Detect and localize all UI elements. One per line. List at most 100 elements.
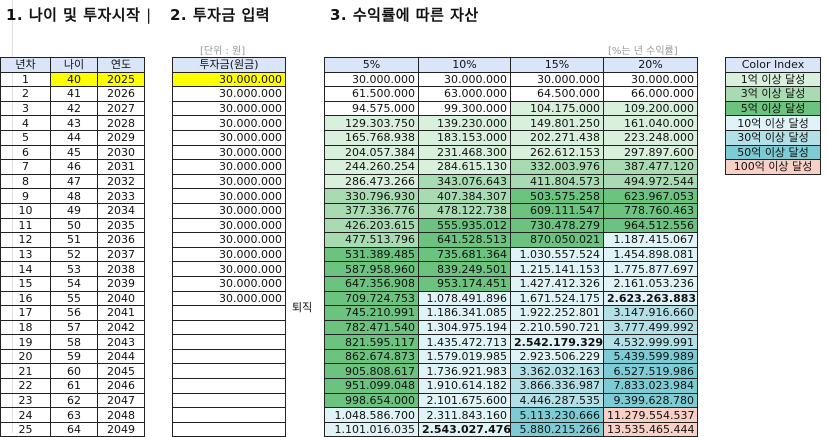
investment-cell[interactable]: 30.000.000 bbox=[172, 188, 286, 204]
asset-cell[interactable]: 202.271.438 bbox=[510, 129, 604, 146]
investment-cell[interactable] bbox=[172, 334, 286, 350]
year-index-cell[interactable]: 1 bbox=[0, 71, 51, 88]
asset-cell[interactable]: 129.303.750 bbox=[324, 115, 419, 131]
asset-cell[interactable]: 951.099.048 bbox=[324, 378, 419, 394]
asset-cell[interactable]: 5.439.599.989 bbox=[603, 348, 698, 365]
asset-cell[interactable]: 735.681.364 bbox=[418, 246, 511, 263]
header-year[interactable]: 연도 bbox=[97, 57, 145, 73]
asset-cell[interactable]: 104.175.000 bbox=[510, 100, 604, 117]
age-cell[interactable]: 62 bbox=[50, 392, 98, 409]
asset-cell[interactable]: 66.000.000 bbox=[603, 86, 698, 102]
asset-cell[interactable]: 5.880.215.266 bbox=[510, 421, 604, 437]
year-index-cell[interactable]: 10 bbox=[0, 202, 51, 219]
asset-cell[interactable]: 4.532.999.991 bbox=[603, 334, 698, 350]
year-index-cell[interactable]: 5 bbox=[0, 129, 51, 146]
asset-cell[interactable]: 11.279.554.537 bbox=[603, 407, 698, 423]
asset-cell[interactable]: 30.000.000 bbox=[510, 71, 604, 88]
asset-cell[interactable]: 709.724.753 bbox=[324, 290, 419, 307]
year-cell[interactable]: 2046 bbox=[97, 378, 145, 394]
investment-cell[interactable]: 30.000.000 bbox=[172, 232, 286, 248]
asset-cell[interactable]: 149.801.250 bbox=[510, 115, 604, 131]
asset-cell[interactable]: 204.057.384 bbox=[324, 144, 419, 161]
investment-cell[interactable]: 30.000.000 bbox=[172, 202, 286, 219]
color-index-item[interactable]: 100억 이상 달성 bbox=[725, 159, 821, 175]
year-cell[interactable]: 2049 bbox=[97, 421, 145, 437]
asset-cell[interactable]: 61.500.000 bbox=[324, 86, 419, 102]
age-cell[interactable]: 60 bbox=[50, 363, 98, 380]
asset-cell[interactable]: 3.866.336.987 bbox=[510, 378, 604, 394]
asset-cell[interactable]: 9.399.628.780 bbox=[603, 392, 698, 409]
header-rate-5[interactable]: 5% bbox=[324, 57, 419, 73]
year-index-cell[interactable]: 15 bbox=[0, 275, 51, 292]
year-cell[interactable]: 2040 bbox=[97, 290, 145, 307]
asset-cell[interactable]: 1.186.341.085 bbox=[418, 305, 511, 321]
header-rate-15[interactable]: 15% bbox=[510, 57, 604, 73]
year-cell[interactable]: 2043 bbox=[97, 334, 145, 350]
asset-cell[interactable]: 5.113.230.666 bbox=[510, 407, 604, 423]
asset-cell[interactable]: 555.935.012 bbox=[418, 217, 511, 234]
year-index-cell[interactable]: 23 bbox=[0, 392, 51, 409]
asset-cell[interactable]: 1.048.586.700 bbox=[324, 407, 419, 423]
asset-cell[interactable]: 1.215.141.153 bbox=[510, 261, 604, 277]
age-cell[interactable]: 44 bbox=[50, 129, 98, 146]
asset-cell[interactable]: 99.300.000 bbox=[418, 100, 511, 117]
age-cell[interactable]: 54 bbox=[50, 275, 98, 292]
asset-cell[interactable]: 223.248.000 bbox=[603, 129, 698, 146]
asset-cell[interactable]: 2.161.053.236 bbox=[603, 275, 698, 292]
asset-cell[interactable]: 2.623.263.883 bbox=[603, 290, 698, 307]
header-investment[interactable]: 투자금(원금) bbox=[172, 57, 286, 73]
investment-cell[interactable] bbox=[172, 305, 286, 321]
header-rate-10[interactable]: 10% bbox=[418, 57, 511, 73]
asset-cell[interactable]: 870.050.021 bbox=[510, 232, 604, 248]
year-index-cell[interactable]: 16 bbox=[0, 290, 51, 307]
year-index-cell[interactable]: 8 bbox=[0, 173, 51, 190]
asset-cell[interactable]: 503.575.258 bbox=[510, 188, 604, 204]
asset-cell[interactable]: 2.542.179.329 bbox=[510, 334, 604, 350]
year-cell[interactable]: 2048 bbox=[97, 407, 145, 423]
year-cell[interactable]: 2035 bbox=[97, 217, 145, 234]
investment-cell[interactable] bbox=[172, 407, 286, 423]
asset-cell[interactable]: 2.543.027.476 bbox=[418, 421, 511, 437]
age-cell[interactable]: 53 bbox=[50, 261, 98, 277]
year-index-cell[interactable]: 7 bbox=[0, 159, 51, 175]
asset-cell[interactable]: 609.111.547 bbox=[510, 202, 604, 219]
year-index-cell[interactable]: 2 bbox=[0, 86, 51, 102]
asset-cell[interactable]: 587.958.960 bbox=[324, 261, 419, 277]
asset-cell[interactable]: 297.897.600 bbox=[603, 144, 698, 161]
asset-cell[interactable]: 411.804.573 bbox=[510, 173, 604, 190]
year-cell[interactable]: 2030 bbox=[97, 144, 145, 161]
asset-cell[interactable]: 63.000.000 bbox=[418, 86, 511, 102]
asset-cell[interactable]: 839.249.501 bbox=[418, 261, 511, 277]
age-cell[interactable]: 45 bbox=[50, 144, 98, 161]
asset-cell[interactable]: 64.500.000 bbox=[510, 86, 604, 102]
year-index-cell[interactable]: 3 bbox=[0, 100, 51, 117]
asset-cell[interactable]: 244.260.254 bbox=[324, 159, 419, 175]
asset-cell[interactable]: 1.736.921.983 bbox=[418, 363, 511, 380]
investment-cell[interactable] bbox=[172, 348, 286, 365]
asset-cell[interactable]: 7.833.023.984 bbox=[603, 378, 698, 394]
year-cell[interactable]: 2027 bbox=[97, 100, 145, 117]
age-cell[interactable]: 48 bbox=[50, 188, 98, 204]
year-cell[interactable]: 2029 bbox=[97, 129, 145, 146]
age-cell[interactable]: 47 bbox=[50, 173, 98, 190]
investment-cell[interactable]: 30.000.000 bbox=[172, 86, 286, 102]
year-index-cell[interactable]: 14 bbox=[0, 261, 51, 277]
asset-cell[interactable]: 284.615.130 bbox=[418, 159, 511, 175]
asset-cell[interactable]: 3.147.916.660 bbox=[603, 305, 698, 321]
asset-cell[interactable]: 1.454.898.081 bbox=[603, 246, 698, 263]
asset-cell[interactable]: 6.527.519.986 bbox=[603, 363, 698, 380]
asset-cell[interactable]: 478.122.738 bbox=[418, 202, 511, 219]
asset-cell[interactable]: 183.153.000 bbox=[418, 129, 511, 146]
age-cell[interactable]: 49 bbox=[50, 202, 98, 219]
investment-cell[interactable]: 30.000.000 bbox=[172, 246, 286, 263]
year-cell[interactable]: 2034 bbox=[97, 202, 145, 219]
asset-cell[interactable]: 3.362.032.163 bbox=[510, 363, 604, 380]
year-cell[interactable]: 2047 bbox=[97, 392, 145, 409]
asset-cell[interactable]: 94.575.000 bbox=[324, 100, 419, 117]
asset-cell[interactable]: 426.203.615 bbox=[324, 217, 419, 234]
asset-cell[interactable]: 623.967.053 bbox=[603, 188, 698, 204]
color-index-item[interactable]: 5억 이상 달성 bbox=[725, 100, 821, 117]
investment-cell[interactable]: 30.000.000 bbox=[172, 261, 286, 277]
asset-cell[interactable]: 377.336.776 bbox=[324, 202, 419, 219]
asset-cell[interactable]: 1.078.491.896 bbox=[418, 290, 511, 307]
